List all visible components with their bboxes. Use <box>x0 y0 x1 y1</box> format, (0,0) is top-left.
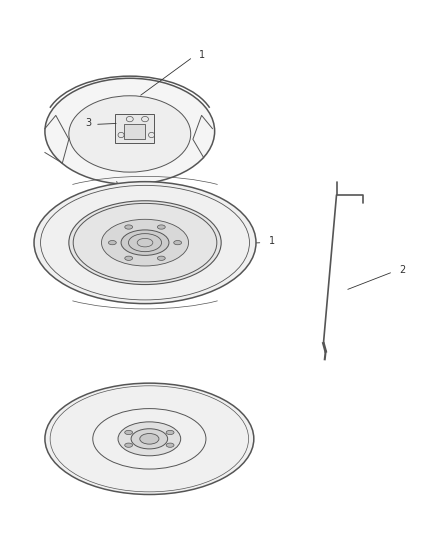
Text: 3: 3 <box>79 400 85 410</box>
Ellipse shape <box>166 430 174 434</box>
Ellipse shape <box>174 240 182 245</box>
Ellipse shape <box>131 429 168 449</box>
Ellipse shape <box>125 443 133 447</box>
Text: 2: 2 <box>399 265 406 275</box>
Ellipse shape <box>157 225 165 229</box>
Ellipse shape <box>102 219 188 266</box>
Text: 1: 1 <box>199 51 205 60</box>
Ellipse shape <box>69 96 191 172</box>
Ellipse shape <box>34 182 256 304</box>
Ellipse shape <box>125 430 133 434</box>
Ellipse shape <box>118 422 181 456</box>
Ellipse shape <box>45 78 215 184</box>
Bar <box>115 114 154 143</box>
Bar <box>124 124 145 139</box>
Ellipse shape <box>45 383 254 495</box>
Ellipse shape <box>166 443 174 447</box>
Ellipse shape <box>125 225 133 229</box>
Ellipse shape <box>125 256 133 261</box>
Text: 3: 3 <box>85 118 92 128</box>
Text: 1: 1 <box>269 236 275 246</box>
Ellipse shape <box>69 201 221 285</box>
Ellipse shape <box>121 230 169 255</box>
Ellipse shape <box>157 256 165 261</box>
Ellipse shape <box>140 433 159 444</box>
Ellipse shape <box>109 240 116 245</box>
